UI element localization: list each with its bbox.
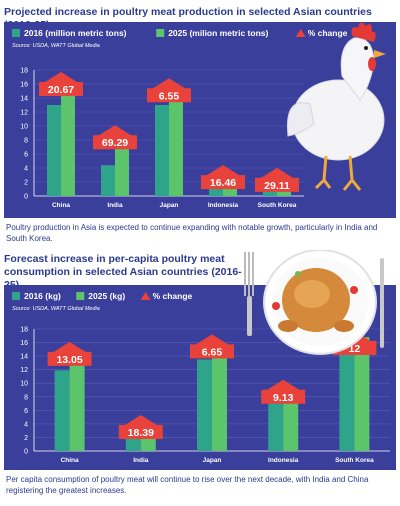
bar-2016 (125, 436, 141, 451)
bar-2025 (354, 337, 370, 451)
bar-2016 (209, 185, 223, 196)
legend-label: % change (308, 28, 348, 38)
legend-label: 2025 (milion metric tons) (168, 28, 268, 38)
legend-swatch (12, 292, 20, 300)
category-label: India (107, 202, 123, 209)
legend-arrow-icon (295, 29, 306, 37)
rooster-illustration (286, 22, 386, 191)
y-tick-label: 6 (24, 152, 28, 159)
bar-2025 (283, 398, 299, 451)
legend-label: 2016 (million metric tons) (24, 28, 127, 38)
y-tick-label: 14 (20, 96, 28, 103)
chart-source: Source: USDA, WATT Global Media (12, 43, 100, 49)
chart-1-caption: Poultry production in Asia is expected t… (6, 223, 378, 243)
pct-change-label: 13.05 (56, 354, 82, 366)
pct-change-arrow (261, 379, 306, 404)
category-label: Indonesia (268, 457, 299, 464)
y-tick-label: 10 (20, 381, 28, 388)
legend-label: % change (153, 291, 193, 301)
y-tick-label: 8 (24, 138, 28, 145)
y-tick-label: 2 (24, 435, 28, 442)
legend-swatch (12, 29, 20, 37)
category-label: Japan (203, 457, 222, 464)
pct-change-label: 18.39 (128, 427, 154, 439)
pct-change-label: 20.67 (48, 84, 74, 96)
bar-2016 (54, 370, 70, 451)
category-label: Indonesia (208, 202, 239, 209)
bar-2016 (263, 189, 277, 196)
pct-change-arrow (47, 341, 92, 366)
pct-change-arrow (147, 78, 191, 103)
pct-change-label: 12 (349, 343, 361, 355)
bar-2025 (115, 144, 129, 196)
pct-change-arrow (201, 165, 245, 190)
pct-change-arrow (255, 167, 299, 192)
bar-2016 (47, 105, 61, 196)
y-tick-label: 18 (20, 68, 28, 75)
roast-chicken-illustration (244, 250, 384, 355)
bar-2016 (268, 402, 284, 451)
pct-change-arrow (39, 72, 83, 96)
y-tick-label: 10 (20, 124, 28, 131)
category-label: South Korea (335, 457, 374, 464)
legend-swatch (156, 29, 165, 37)
category-label: India (133, 457, 149, 464)
bar-2016 (339, 349, 355, 451)
y-tick-label: 16 (20, 340, 28, 347)
category-label: China (52, 202, 70, 209)
legend-label: 2016 (kg) (24, 291, 61, 301)
bar-2016 (155, 105, 169, 196)
pct-change-label: 9.13 (273, 392, 294, 404)
y-tick-label: 16 (20, 82, 28, 89)
legend-label: 2025 (kg) (88, 291, 125, 301)
bar-2025 (223, 184, 237, 196)
pct-change-label: 16.46 (210, 177, 236, 189)
production-chart: 0 2 4 6 8 10 12 14 16 18 2016 (million metric tons… (4, 22, 396, 218)
pct-change-arrow (118, 415, 163, 440)
y-tick-label: 6 (24, 408, 28, 415)
legend-swatch (76, 292, 85, 300)
bar-2025 (61, 86, 75, 196)
legend-arrow-icon (140, 292, 151, 300)
category-label: China (61, 457, 79, 464)
pct-change-label: 6.65 (202, 346, 223, 358)
pct-change-label: 69.29 (102, 137, 128, 149)
bar-2025 (169, 97, 183, 196)
y-tick-label: 4 (24, 421, 28, 428)
y-tick-label: 2 (24, 180, 28, 187)
y-tick-label: 0 (24, 194, 28, 201)
chart-2-caption: Per capita consumption of poultry meat w… (6, 475, 369, 495)
chart-source: Source: USDA, WATT Global Media (12, 306, 100, 312)
y-tick-label: 18 (20, 327, 28, 334)
bar-2016 (197, 359, 212, 451)
pct-change-arrow (190, 334, 234, 359)
category-label: South Korea (258, 202, 297, 209)
y-tick-label: 12 (20, 110, 28, 117)
bar-2025 (212, 353, 227, 451)
category-label: Japan (160, 202, 179, 209)
y-tick-label: 0 (24, 449, 28, 456)
y-tick-label: 4 (24, 166, 28, 173)
bar-2025 (69, 360, 85, 451)
chart-2-title: Forecast increase in per-capita poultry … (4, 253, 242, 291)
y-tick-label: 8 (24, 394, 28, 401)
pct-change-label: 6.55 (159, 90, 180, 102)
bar-2016 (101, 165, 115, 196)
y-tick-label: 12 (20, 367, 28, 374)
pct-change-arrow (93, 125, 137, 150)
pct-change-label: 29.11 (264, 180, 290, 192)
y-tick-label: 14 (20, 354, 28, 361)
